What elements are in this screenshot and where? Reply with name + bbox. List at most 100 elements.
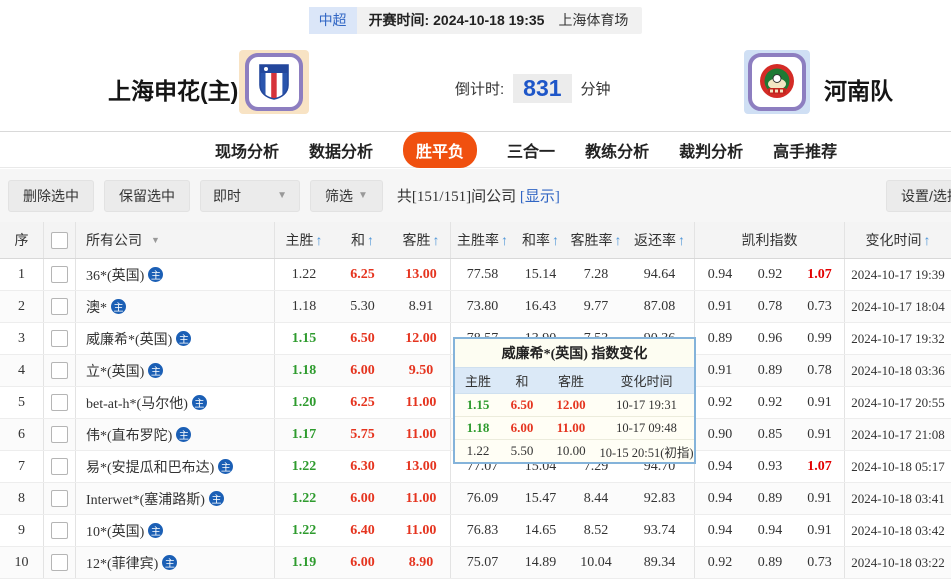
col-draw-rate[interactable]: 和率 ↑ xyxy=(514,222,567,258)
company-cell[interactable]: 10*(英国) 主 xyxy=(76,515,275,546)
tab-现场分析[interactable]: 现场分析 xyxy=(215,143,280,161)
chevron-down-icon: ▼ xyxy=(151,235,160,245)
kelly-draw: 0.89 xyxy=(757,490,783,506)
filter-dropdown[interactable]: 筛选 ▼ xyxy=(310,179,383,212)
table-row[interactable]: 10 12*(菲律宾) 主 1.19 6.00 8.90 75.07 14.89 10.04 89… xyxy=(0,547,951,579)
row-checkbox[interactable] xyxy=(51,490,68,507)
table-row[interactable]: 2 澳* 主 1.18 5.30 8.91 73.80 16.43 9.77 87.08 0.91 0… xyxy=(0,291,951,323)
popup-draw-odds: 6.00 xyxy=(510,420,534,435)
draw-odds: 5.75 xyxy=(350,426,375,442)
row-checkbox-cell xyxy=(44,323,76,354)
table-row[interactable]: 9 10*(英国) 主 1.22 6.40 11.00 76.83 14.65 8.52 93.7… xyxy=(0,515,951,547)
row-checkbox[interactable] xyxy=(51,426,68,443)
away-odds: 8.91 xyxy=(392,291,451,322)
away-rate: 10.04 xyxy=(580,554,612,570)
instant-dropdown[interactable]: 即时 ▼ xyxy=(200,179,300,212)
row-number: 10 xyxy=(0,547,44,578)
company-cell[interactable]: 12*(菲律宾) 主 xyxy=(76,547,275,578)
home-badge-icon: 主 xyxy=(176,427,192,442)
col-home-odds-label: 主胜 xyxy=(285,234,314,249)
kelly-away: 0.99 xyxy=(795,323,845,354)
tab-数据分析[interactable]: 数据分析 xyxy=(309,143,374,161)
row-checkbox[interactable] xyxy=(51,298,68,315)
popup-change-time: 10-15 20:51(初指) xyxy=(599,445,694,460)
kelly-draw: 0.85 xyxy=(757,426,783,442)
company-cell[interactable]: 威廉希*(英国) 主 xyxy=(76,323,275,354)
kelly-away: 0.73 xyxy=(795,547,845,578)
row-checkbox[interactable] xyxy=(51,458,68,475)
col-draw-odds[interactable]: 和 ↑ xyxy=(333,222,392,258)
return-rate: 92.83 xyxy=(625,483,695,514)
keep-selected-button[interactable]: 保留选中 xyxy=(104,179,190,212)
row-number: 1 xyxy=(0,259,44,290)
kelly-home: 0.94 xyxy=(707,490,733,506)
league-badge[interactable]: 中超 xyxy=(308,6,357,34)
kelly-home: 0.91 xyxy=(707,298,733,314)
col-no[interactable]: 序 xyxy=(0,222,44,258)
tab-胜平负[interactable]: 胜平负 xyxy=(403,131,478,168)
chevron-down-icon: ▼ xyxy=(277,190,287,201)
delete-selected-button[interactable]: 删除选中 xyxy=(8,179,94,212)
company-name: 36*(英国) xyxy=(86,268,145,284)
change-time: 2024-10-17 18:04 xyxy=(851,298,945,314)
change-time: 2024-10-17 19:32 xyxy=(851,330,945,346)
tab-三合一[interactable]: 三合一 xyxy=(507,143,556,161)
change-time: 2024-10-18 03:22 xyxy=(851,554,945,570)
away-odds: 11.00 xyxy=(392,419,451,450)
row-checkbox[interactable] xyxy=(51,394,68,411)
company-cell[interactable]: 易*(安提瓜和巴布达) 主 xyxy=(76,451,275,482)
row-checkbox-cell xyxy=(44,259,76,290)
draw-odds: 6.50 xyxy=(350,330,375,346)
shield-icon xyxy=(259,64,289,100)
row-checkbox-cell xyxy=(44,483,76,514)
company-count-text: 共[151/151]间公司 xyxy=(396,189,517,205)
kelly-home: 0.89 xyxy=(707,330,733,346)
col-home-rate[interactable]: 主胜率 ↑ xyxy=(451,222,514,258)
company-cell[interactable]: 澳* 主 xyxy=(76,291,275,322)
col-change-time[interactable]: 变化时间 ↑ xyxy=(845,222,951,258)
row-checkbox[interactable] xyxy=(51,362,68,379)
col-change-time-label: 变化时间 xyxy=(865,234,922,249)
popup-col-away: 客胜 xyxy=(557,374,584,389)
col-return-rate[interactable]: 返还率 ↑ xyxy=(625,222,695,258)
countdown-unit: 分钟 xyxy=(580,81,611,98)
tab-裁判分析[interactable]: 裁判分析 xyxy=(679,143,744,161)
col-home-odds[interactable]: 主胜 ↑ xyxy=(275,222,333,258)
kelly-away: 0.91 xyxy=(795,515,845,546)
kelly-away: 0.91 xyxy=(795,387,845,418)
instant-dropdown-value: 即时 xyxy=(213,187,241,204)
company-cell[interactable]: Interwet*(塞浦路斯) 主 xyxy=(76,483,275,514)
home-rate: 76.09 xyxy=(466,490,499,506)
row-checkbox[interactable] xyxy=(51,266,68,283)
table-row[interactable]: 8 Interwet*(塞浦路斯) 主 1.22 6.00 11.00 76.09 15.47… xyxy=(0,483,951,515)
home-odds: 1.18 xyxy=(291,362,317,378)
col-away-rate[interactable]: 客胜率 ↑ xyxy=(567,222,625,258)
company-cell[interactable]: 立*(英国) 主 xyxy=(76,355,275,386)
kelly-draw: 0.92 xyxy=(757,266,783,282)
row-checkbox[interactable] xyxy=(51,522,68,539)
away-odds: 11.00 xyxy=(392,515,451,546)
kelly-away: 0.91 xyxy=(795,419,845,450)
company-cell[interactable]: 36*(英国) 主 xyxy=(76,259,275,290)
tab-高手推荐[interactable]: 高手推荐 xyxy=(773,143,838,161)
company-cell[interactable]: bet-at-h*(马尔他) 主 xyxy=(76,387,275,418)
company-cell[interactable]: 伟*(直布罗陀) 主 xyxy=(76,419,275,450)
row-checkbox[interactable] xyxy=(51,330,68,347)
away-odds: 11.00 xyxy=(392,387,451,418)
col-select xyxy=(44,222,76,258)
col-company[interactable]: 所有公司 ▼ xyxy=(76,222,275,258)
popup-row: 1.22 5.50 10.00 10-15 20:51(初指) xyxy=(455,440,694,462)
home-badge-icon: 主 xyxy=(208,491,224,506)
tab-教练分析[interactable]: 教练分析 xyxy=(585,143,650,161)
col-away-odds[interactable]: 客胜 ↑ xyxy=(392,222,451,258)
away-team-name: 河南队 xyxy=(824,78,893,104)
select-all-checkbox[interactable] xyxy=(51,231,68,249)
row-checkbox[interactable] xyxy=(51,554,68,571)
sort-up-icon: ↑ xyxy=(432,232,440,248)
settings-button[interactable]: 设置/选择 xyxy=(886,180,951,212)
table-row[interactable]: 1 36*(英国) 主 1.22 6.25 13.00 77.58 15.14 7.28 94.6… xyxy=(0,259,951,291)
sort-up-icon: ↑ xyxy=(614,232,622,248)
popup-draw-odds: 5.50 xyxy=(510,443,534,458)
show-link[interactable]: [显示] xyxy=(519,189,560,205)
filter-dropdown-value: 筛选 xyxy=(325,187,353,204)
